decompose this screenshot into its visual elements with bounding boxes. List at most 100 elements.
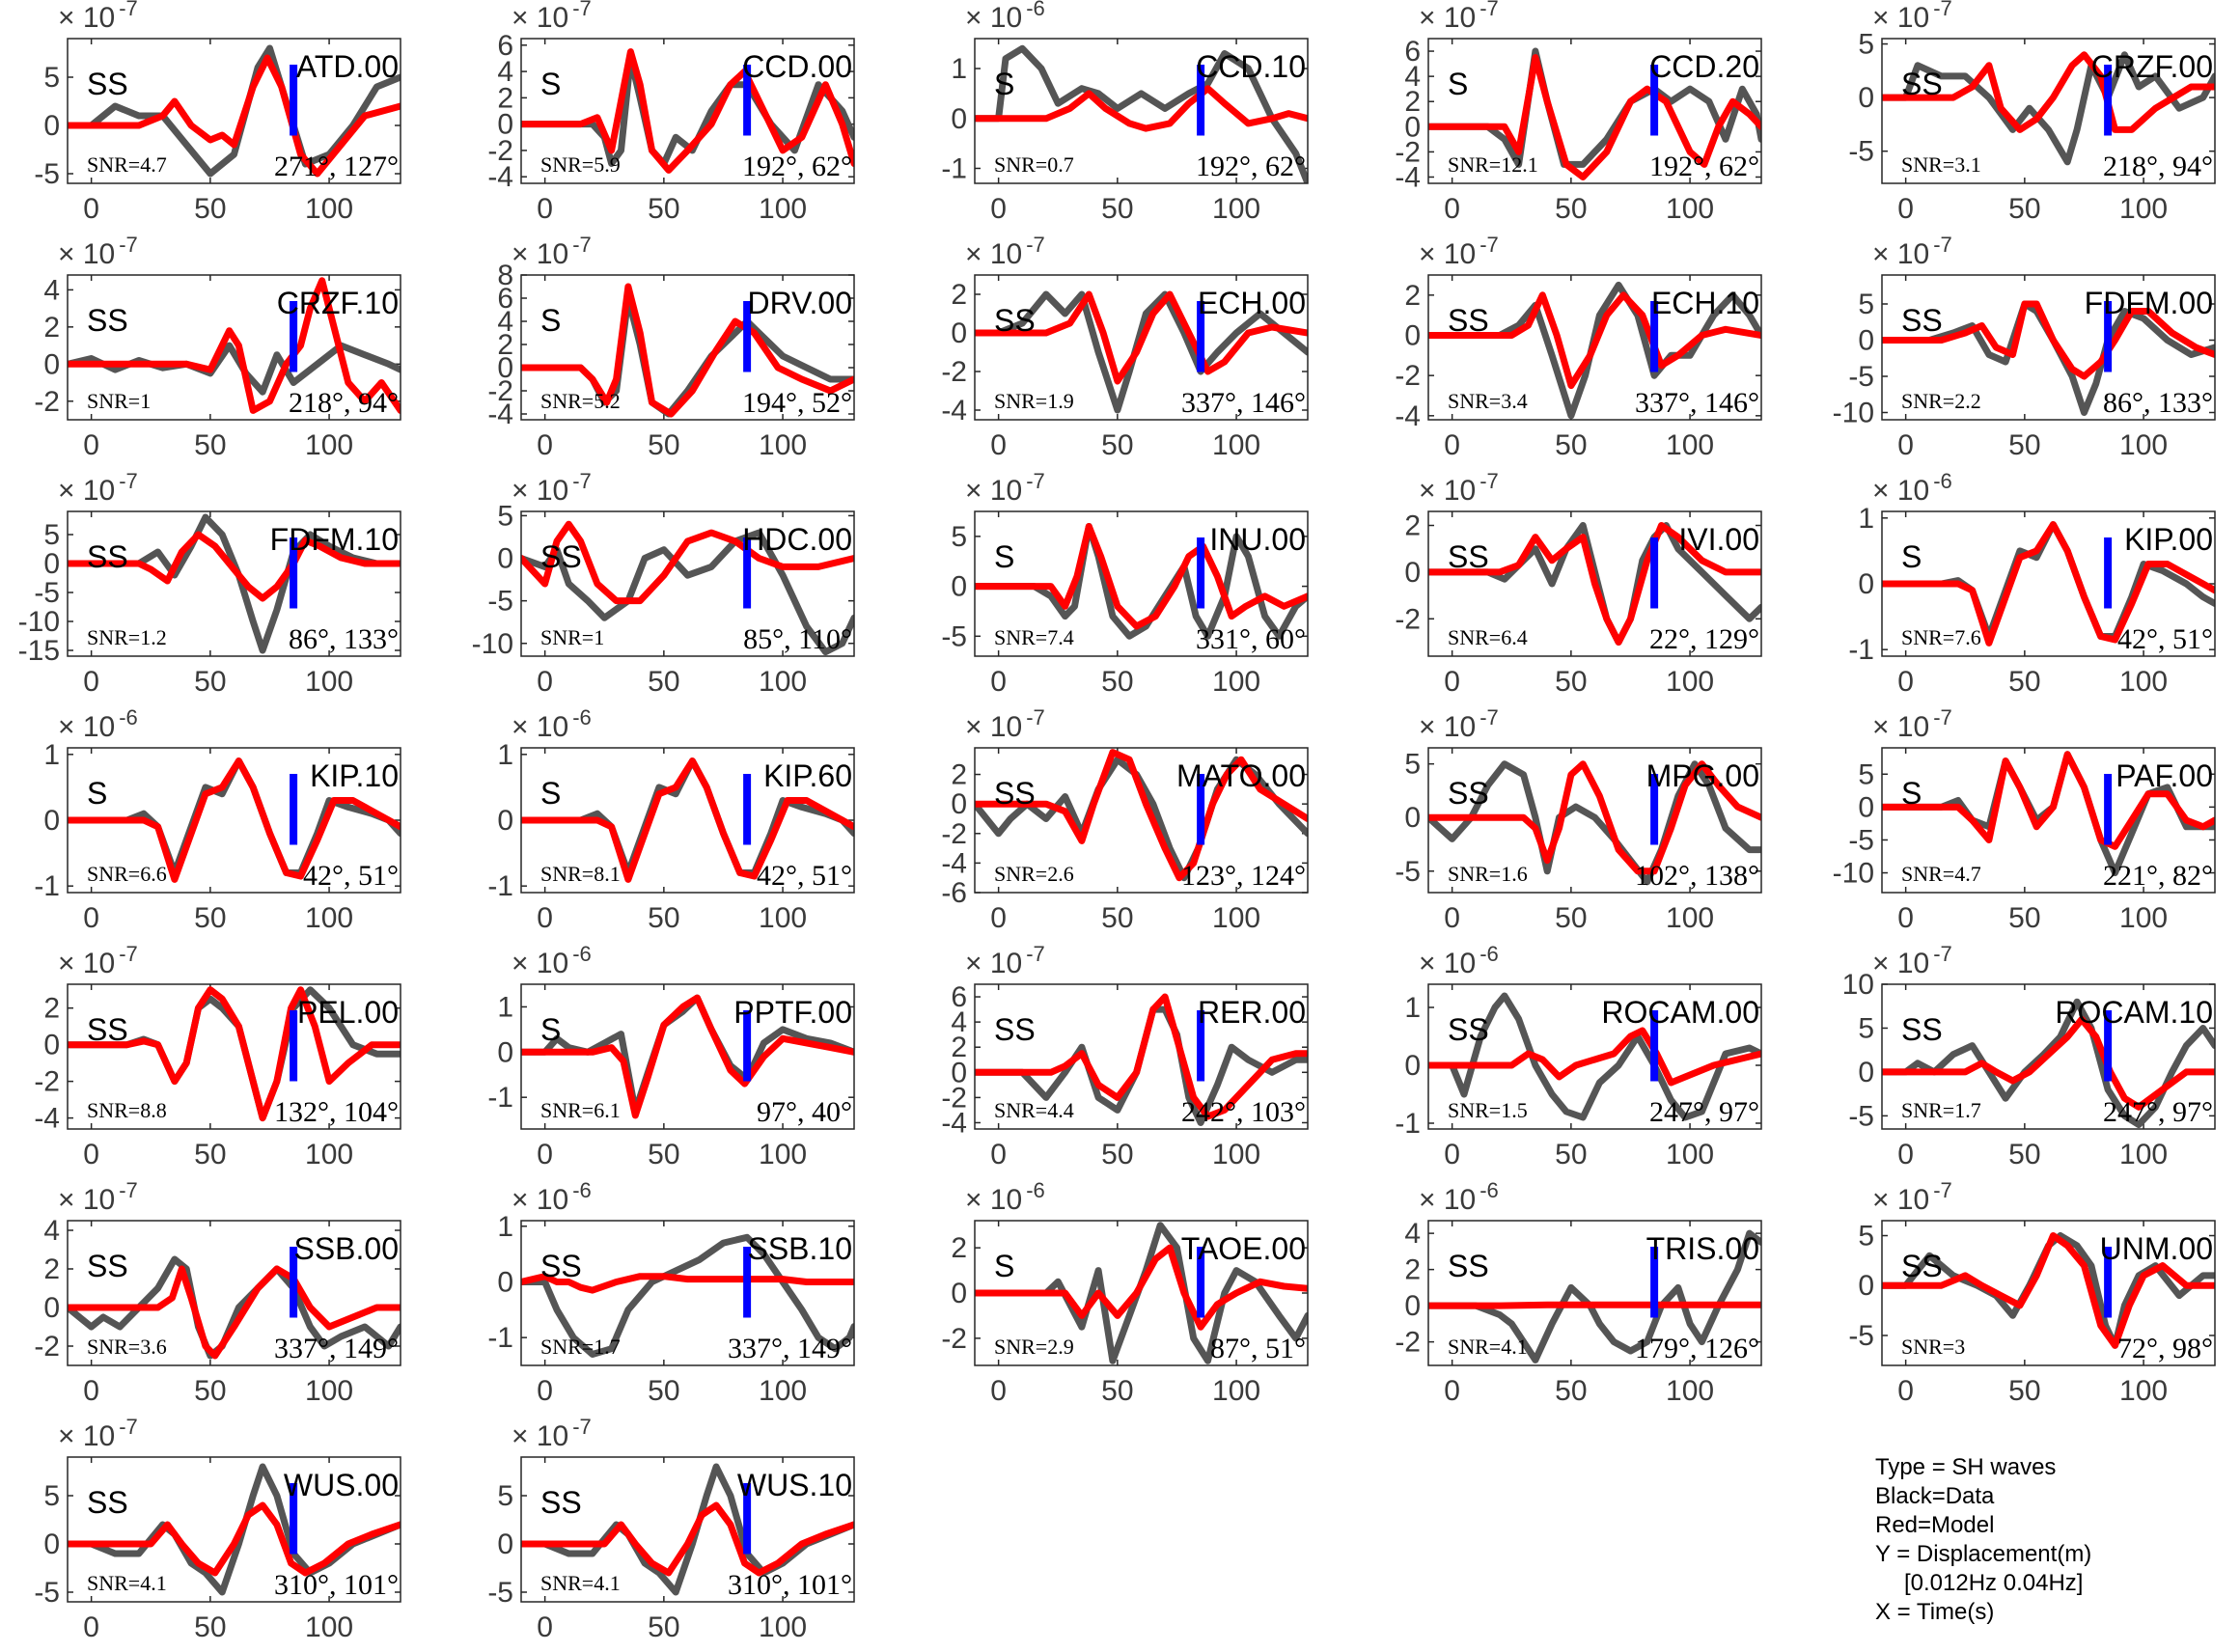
axis-box [1881,1220,2216,1366]
x-tick-label: 0 [990,666,1007,698]
axis-box [1881,983,2216,1130]
x-tick-label: 100 [305,1611,353,1643]
y-tick-label: 0 [43,548,60,580]
y-tick-label: -2 [941,1323,967,1355]
x-tick-label: 100 [1212,193,1260,225]
y-tick-label: -15 [18,635,60,667]
axis-box [67,1220,401,1366]
snr-label: SNR=12.1 [1448,152,1538,177]
y-tick-label: 2 [43,1253,60,1285]
exponent-label: × 10 -7 [58,1178,138,1216]
y-tick-label: -10 [1833,398,1874,429]
y-tick-label: 0 [951,317,967,349]
y-tick-label: -2 [1395,603,1421,635]
x-tick-label: 50 [648,1139,679,1170]
station-label: SSB.00 [293,1231,399,1266]
snr-label: SNR=6.4 [1448,625,1528,649]
y-tick-label: 2 [1404,280,1421,312]
y-tick-label: 5 [43,519,60,551]
x-tick-label: 50 [648,666,679,698]
x-tick-label: 100 [1212,429,1260,461]
data-trace [975,1005,1308,1126]
model-trace [521,994,854,1119]
phase-label: S [1901,539,1922,574]
phase-label: S [1901,776,1922,811]
axis-box [67,38,401,184]
phase-label: SS [994,303,1036,338]
y-tick-label: -4 [941,1107,967,1139]
x-tick-label: 50 [2008,666,2040,698]
y-tick-label: 6 [951,981,967,1013]
y-tick-label: -2 [487,375,513,407]
snr-label: SNR=1.7 [540,1335,621,1359]
y-tick-label: 0 [1404,111,1421,143]
x-tick-label: 0 [990,1139,1007,1170]
exponent-label: × 10 -7 [512,233,592,270]
y-tick-label: 0 [43,805,60,837]
x-tick-label: 50 [648,1611,679,1643]
station-label: ROCAM.10 [2055,995,2213,1030]
phase-label: SS [1448,1249,1489,1283]
y-tick-label: 2 [1404,510,1421,542]
exponent-label: × 10 -7 [58,1415,138,1452]
y-tick-label: 4 [1404,61,1421,93]
snr-label: SNR=3 [1901,1335,1965,1359]
y-tick-label: 0 [1858,1057,1874,1088]
azimuth-distance-label: 192°, 62° [1649,151,1759,182]
x-tick-label: 0 [537,1611,553,1643]
azimuth-distance-label: 42°, 51° [757,860,852,892]
data-trace [521,1233,854,1358]
x-tick-label: 0 [1444,193,1460,225]
y-tick-label: 5 [1858,1012,1874,1044]
y-tick-label: 5 [1858,289,1874,320]
phase-label: SS [1448,1012,1489,1047]
y-tick-label: -5 [1848,1320,1874,1352]
x-tick-label: 50 [2008,1139,2040,1170]
x-tick-label: 50 [1555,429,1587,461]
azimuth-distance-label: 87°, 51° [1210,1333,1306,1364]
station-label: SSB.10 [747,1231,852,1266]
azimuth-distance-label: 42°, 51° [303,860,399,892]
x-tick-label: 100 [759,193,807,225]
y-tick-label: 5 [1858,29,1874,61]
azimuth-distance-label: 86°, 133° [2103,387,2213,419]
model-trace [68,531,401,602]
x-tick-label: 50 [194,193,226,225]
y-tick-label: -1 [487,1322,513,1354]
station-label: DRV.00 [747,286,852,320]
station-label: KIP.10 [310,758,399,793]
x-tick-label: 0 [537,902,553,934]
legend-line: X = Time(s) [1875,1599,1994,1625]
snr-label: SNR=1.5 [1448,1098,1528,1122]
azimuth-distance-label: 72°, 98° [2117,1333,2213,1364]
x-tick-label: 50 [1101,193,1133,225]
x-tick-label: 100 [305,666,353,698]
axis-box [974,1220,1309,1366]
x-tick-label: 0 [1897,1139,1914,1170]
model-trace [1428,760,1761,875]
x-tick-label: 0 [537,429,553,461]
y-tick-label: 0 [1858,325,1874,357]
station-label: TRIS.00 [1646,1231,1759,1266]
station-label: ATD.00 [296,49,399,84]
exponent-label: × 10 -6 [1419,942,1499,979]
phase-label: SS [1901,67,1943,101]
x-tick-label: 0 [1897,1375,1914,1407]
x-tick-label: 0 [1897,429,1914,461]
axis-box [520,983,855,1130]
x-tick-label: 50 [1555,193,1587,225]
y-tick-label: 6 [1404,36,1421,68]
station-label: HDC.00 [742,522,852,557]
exponent-label: × 10 -6 [1872,469,1952,507]
y-tick-label: 5 [1858,1221,1874,1253]
legend-line: Y = Displacement(m) [1875,1541,2091,1567]
y-tick-label: -2 [941,1082,967,1114]
axis-box [1881,747,2216,894]
phase-label: S [994,539,1014,574]
model-trace [521,520,854,605]
azimuth-distance-label: 194°, 52° [742,387,852,419]
